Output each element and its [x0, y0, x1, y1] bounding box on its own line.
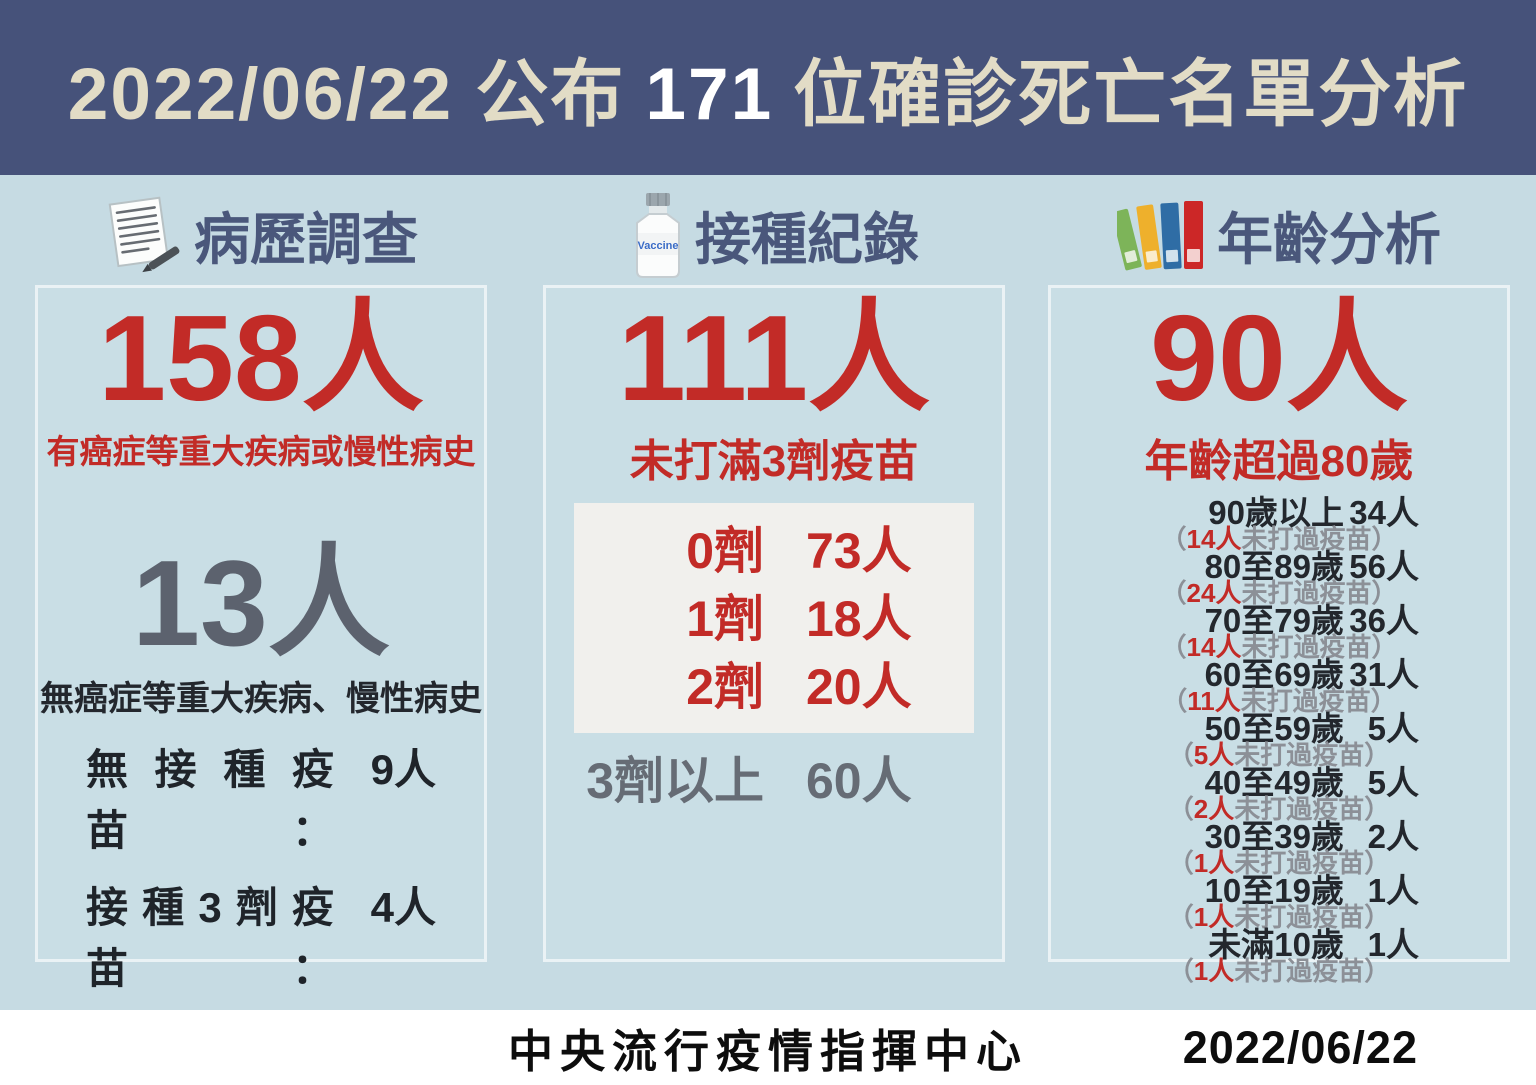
vaccination-record-heading: Vaccine 接種紀錄 [543, 185, 1005, 285]
three-dose-value: 4人 [370, 883, 436, 931]
age-group: 80至89歲 56人 （24人未打過疫苗） [1051, 548, 1507, 609]
medical-history-heading: 病歷調查 [35, 185, 487, 285]
age-analysis-title: 年齡分析 [1217, 207, 1441, 271]
age-range: 70至79歲 [1204, 602, 1344, 640]
over-80-count: 90人 [1150, 290, 1408, 426]
vaccination-record-card: 111人 未打滿3劑疫苗 0劑 73人 1劑 18人 2劑 20人 [543, 285, 1005, 962]
dose-2-count: 20人 [806, 659, 912, 716]
vaccination-record-section: Vaccine 接種紀錄 111人 未打滿3劑疫苗 0劑 73人 1劑 18人 [543, 185, 1005, 962]
age-count: 5人 [1367, 764, 1419, 802]
title-count-highlight: 171 [645, 53, 774, 135]
with-history-label: 有癌症等重大疾病或慢性病史 [46, 433, 476, 471]
with-history-count: 158人 [98, 290, 424, 426]
organization-name: 中央流行疫情指揮中心 [507, 1026, 1028, 1077]
dose-1-label: 1劑 [686, 591, 764, 648]
age-unvaxed-note: （14人未打過疫苗） [1160, 524, 1398, 555]
three-dose-label: 接種3劑疫苗： [86, 883, 334, 992]
page-title: 2022/06/22 公布 171 位確診死亡名單分析 [68, 35, 1468, 141]
dose-row-0: 0劑 73人 [574, 521, 974, 581]
unvaccinated-row: 無接種疫苗： 9人 [86, 736, 436, 858]
age-unvaxed-note: （24人未打過疫苗） [1160, 578, 1398, 609]
age-group: 30至39歲 2人 （1人未打過疫苗） [1051, 818, 1507, 879]
age-range: 30至39歲 [1204, 818, 1344, 856]
footer-bar: 中央流行疫情指揮中心 2022/06/22 [0, 1010, 1536, 1085]
dose-three-plus-label: 3劑以上 [586, 753, 764, 810]
age-unvaxed-note: （2人未打過疫苗） [1167, 794, 1391, 825]
dose-row-2: 2劑 20人 [574, 657, 974, 717]
age-group-list: 90歲以上 34人 （14人未打過疫苗） 80至89歲 56人 （24人未打過疫苗）… [1051, 494, 1507, 987]
document-pen-icon [104, 195, 186, 275]
age-unvaxed-note: （1人未打過疫苗） [1167, 902, 1391, 933]
header-banner: 2022/06/22 公布 171 位確診死亡名單分析 [0, 0, 1536, 175]
age-unvaxed-note: （11人未打過疫苗） [1161, 686, 1397, 717]
age-analysis-card: 90人 年齡超過80歲 90歲以上 34人 （14人未打過疫苗） 80至89歲 56… [1048, 285, 1510, 984]
age-count: 31人 [1349, 656, 1419, 694]
age-count: 36人 [1349, 602, 1419, 640]
over-80-label: 年齡超過80歲 [1144, 437, 1414, 487]
without-history-label: 無癌症等重大疾病、慢性病史 [40, 679, 482, 718]
dose-2-label: 2劑 [686, 659, 764, 716]
dose-row-three-plus: 3劑以上 60人 [574, 751, 974, 811]
age-count: 34人 [1349, 494, 1419, 532]
title-prefix: 2022/06/22 公布 [67, 53, 626, 135]
title-suffix: 位確診死亡名單分析 [793, 53, 1469, 135]
vaccine-bottle-icon: Vaccine [629, 191, 687, 279]
age-group: 70至79歲 36人 （14人未打過疫苗） [1051, 602, 1507, 663]
medical-history-title: 病歷調查 [194, 207, 418, 271]
main-content: 病歷調查 158人 有癌症等重大疾病或慢性病史 13人 無癌症等重大疾病、慢性病… [0, 175, 1536, 992]
three-dose-row: 接種3劑疫苗： 4人 [86, 874, 436, 996]
dose-0-count: 73人 [806, 523, 912, 580]
age-unvaxed-note: （5人未打過疫苗） [1167, 740, 1391, 771]
age-range: 未滿10歲 [1208, 926, 1344, 964]
age-count: 2人 [1367, 818, 1419, 856]
vaccination-record-title: 接種紀錄 [695, 207, 919, 271]
age-group: 未滿10歲 1人 （1人未打過疫苗） [1051, 926, 1507, 987]
age-group: 60至69歲 31人 （11人未打過疫苗） [1051, 656, 1507, 717]
unvaccinated-value: 9人 [370, 745, 436, 793]
unvaccinated-label: 無接種疫苗： [86, 745, 334, 854]
age-analysis-heading: 年齡分析 [1048, 185, 1510, 285]
age-range: 50至59歲 [1204, 710, 1344, 748]
age-group: 10至19歲 1人 （1人未打過疫苗） [1051, 872, 1507, 933]
age-count: 1人 [1367, 926, 1419, 964]
age-count: 56人 [1349, 548, 1419, 586]
age-analysis-section: 年齡分析 90人 年齡超過80歲 90歲以上 34人 （14人未打過疫苗） 80至… [1048, 185, 1510, 984]
publish-date: 2022/06/22 [1182, 1021, 1418, 1073]
medical-history-card: 158人 有癌症等重大疾病或慢性病史 13人 無癌症等重大疾病、慢性病史 無接種… [35, 285, 487, 992]
age-range: 10至19歲 [1204, 872, 1344, 910]
age-unvaxed-note: （1人未打過疫苗） [1167, 848, 1391, 879]
age-count: 5人 [1367, 710, 1419, 748]
books-icon [1117, 195, 1209, 275]
dose-0-label: 0劑 [686, 523, 764, 580]
medical-history-section: 病歷調查 158人 有癌症等重大疾病或慢性病史 13人 無癌症等重大疾病、慢性病… [35, 185, 487, 992]
age-group: 90歲以上 34人 （14人未打過疫苗） [1051, 494, 1507, 555]
age-count: 1人 [1367, 872, 1419, 910]
vaccine-bottle-label: Vaccine [638, 240, 679, 252]
dose-breakdown-box: 0劑 73人 1劑 18人 2劑 20人 [574, 503, 974, 734]
age-group: 50至59歲 5人 （5人未打過疫苗） [1051, 710, 1507, 771]
under-three-dose-label: 未打滿3劑疫苗 [629, 437, 919, 487]
age-group: 40至49歲 5人 （2人未打過疫苗） [1051, 764, 1507, 825]
under-three-dose-count: 111人 [617, 290, 931, 426]
age-unvaxed-note: （1人未打過疫苗） [1167, 956, 1391, 987]
without-history-count: 13人 [132, 535, 390, 672]
dose-1-count: 18人 [806, 591, 912, 648]
age-range: 60至69歲 [1204, 656, 1344, 694]
age-range: 40至49歲 [1204, 764, 1344, 802]
dose-row-1: 1劑 18人 [574, 589, 974, 649]
age-unvaxed-note: （14人未打過疫苗） [1160, 632, 1398, 663]
age-range: 80至89歲 [1204, 548, 1344, 586]
dose-three-plus-count: 60人 [806, 753, 912, 810]
age-range: 90歲以上 [1208, 494, 1344, 532]
